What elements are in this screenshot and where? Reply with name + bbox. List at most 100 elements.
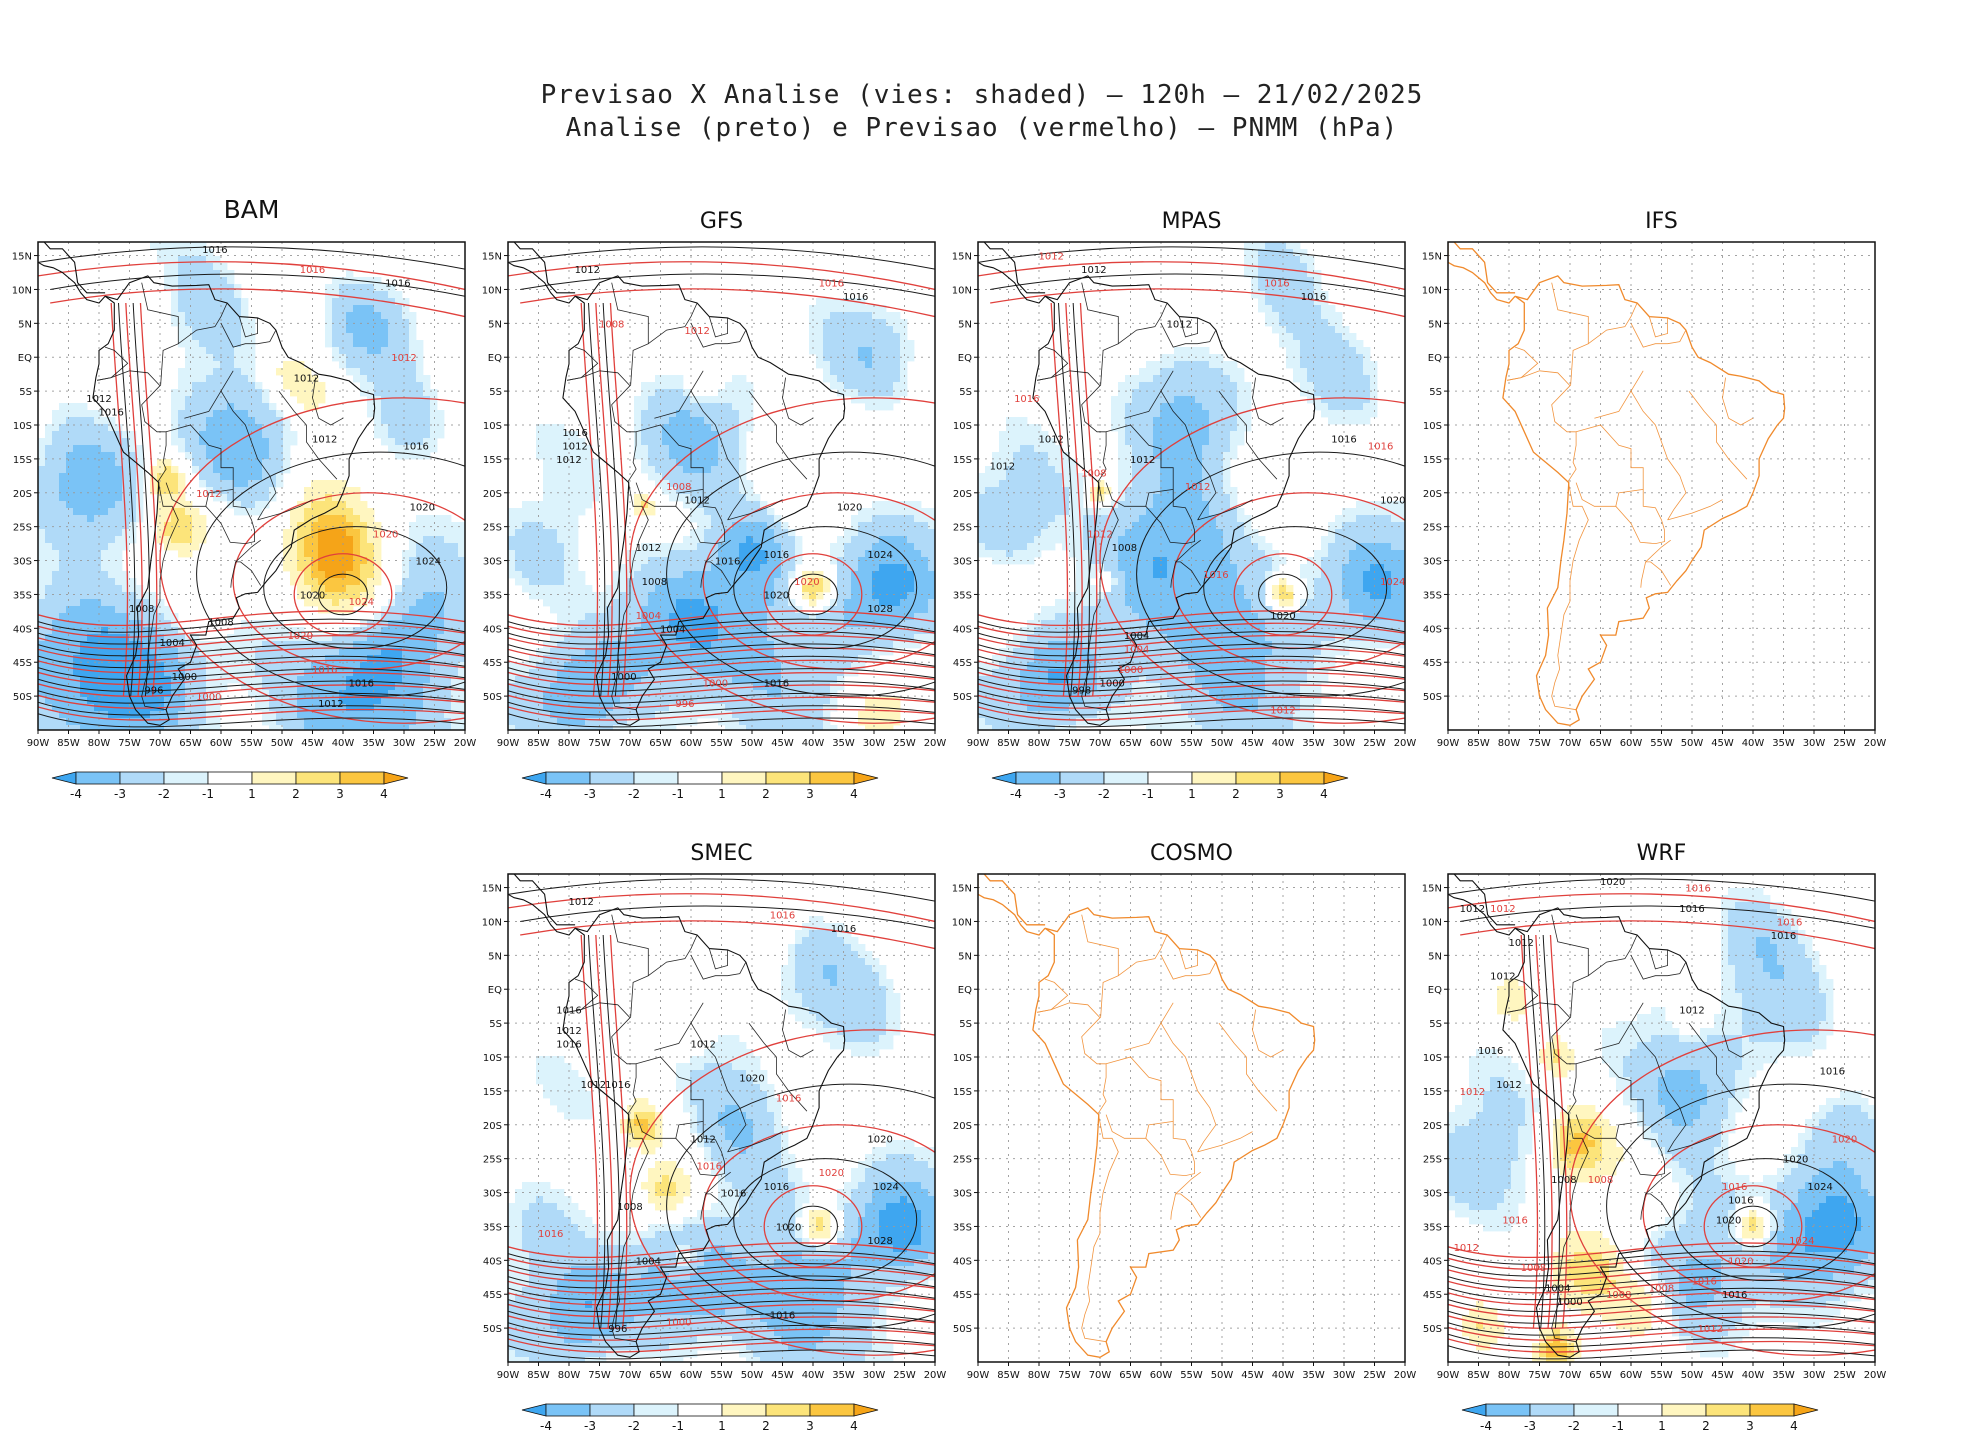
- axes: 90W 85W 80W 75W 70W 65W 60W 55W 50W 45W 40W 35W 30W 2…: [1422, 252, 1887, 749]
- southern-analysis-isobar: [1448, 1250, 1875, 1265]
- colorbar-label: -3: [584, 787, 596, 801]
- colorbar-bin: [809, 771, 855, 785]
- contour-label: 1012: [1454, 1243, 1479, 1254]
- x-tick-label: 60W: [1150, 1370, 1173, 1381]
- colorbar-label: -1: [672, 787, 684, 801]
- andes-isobar: [602, 934, 620, 1329]
- colorbar: -4 -3 -2 -1 1 2 3 4: [521, 771, 879, 801]
- colorbar-bin: [633, 1403, 679, 1417]
- southern-analysis-isobar: [508, 1275, 935, 1289]
- northern-forecast-isobar: [990, 288, 1405, 318]
- y-tick-label: EQ: [958, 353, 972, 364]
- southern-analysis-isobar: [38, 713, 465, 728]
- forecast-isobars: [1448, 893, 1875, 1356]
- andes-isobar: [1528, 934, 1546, 1329]
- andes-isobar: [588, 934, 606, 1329]
- border-line: [1507, 370, 1577, 482]
- andes-isobar: [602, 302, 620, 697]
- y-tick-label: 50S: [13, 692, 32, 703]
- coastline: [508, 874, 846, 1358]
- border-line: [690, 323, 747, 348]
- map-area: 1012101210161016101210161012101210081012…: [978, 242, 1405, 730]
- contour-label: 1028: [867, 1236, 892, 1247]
- southern-forecast-isobar: [508, 671, 935, 686]
- border-line: [1178, 948, 1198, 970]
- contour-label: 1024: [867, 550, 892, 561]
- border-line: [205, 489, 255, 545]
- x-tick-label: 60W: [210, 738, 233, 749]
- x-tick-label: 45W: [771, 1370, 794, 1381]
- axes: 90W 85W 80W 75W 70W 65W 60W 55W 50W 45W 40W 35W 30W 2…: [952, 252, 1417, 749]
- high-pressure-isobar: [159, 397, 465, 724]
- y-tick-label: 30S: [13, 557, 32, 568]
- y-tick-label: 15S: [13, 455, 32, 466]
- southern-analysis-isobar: [1448, 1310, 1875, 1324]
- colorbar-bin: [677, 771, 723, 785]
- andes-isobar: [609, 934, 628, 1329]
- southern-analysis-isobar: [978, 701, 1405, 716]
- contour-label: 1016: [605, 1080, 630, 1091]
- y-tick-label: 15N: [952, 884, 972, 895]
- contour-label: 1008: [642, 577, 667, 588]
- y-tick-label: 15S: [483, 1087, 502, 1098]
- southern-forecast-isobar: [508, 683, 935, 697]
- y-tick-label: 50S: [483, 692, 502, 703]
- y-tick-label: 25S: [1423, 1155, 1442, 1166]
- x-tick-label: 45W: [1711, 738, 1734, 749]
- x-tick-label: 80W: [88, 738, 111, 749]
- central-america-coast: [978, 242, 1046, 304]
- contour-label: 1004: [1124, 631, 1149, 642]
- y-tick-label: 30S: [953, 1189, 972, 1200]
- northern-analysis-isobar: [508, 246, 935, 270]
- coastline: [1448, 874, 1786, 1358]
- contour-label: 1020: [1600, 877, 1625, 888]
- contour-label: 1012: [1185, 482, 1210, 493]
- southern-analysis-isobar: [1448, 1287, 1875, 1301]
- south-america-coast: [1032, 907, 1316, 1358]
- southern-analysis-isobar: [978, 631, 1405, 645]
- analysis-isobars: [38, 246, 465, 728]
- northern-forecast-isobar: [520, 288, 935, 318]
- andes-isobar: [118, 302, 136, 697]
- contour-label: 1020: [776, 1222, 801, 1233]
- x-tick-label: 25W: [893, 1370, 916, 1381]
- high-pressure-isobar: [1569, 1029, 1875, 1356]
- contour-label: 1000: [1099, 679, 1124, 690]
- southern-analysis-isobar: [508, 690, 935, 704]
- border-line: [705, 1171, 731, 1195]
- border-line: [1722, 377, 1754, 426]
- southern-forecast-isobar: [978, 647, 1405, 662]
- border-line: [654, 1002, 704, 1051]
- border-line: [1640, 561, 1672, 588]
- colorbar-bin: [765, 771, 811, 785]
- border-line: [690, 390, 747, 521]
- colorbar-label: -2: [628, 787, 640, 801]
- central-america-coast: [978, 874, 1046, 936]
- southern-analysis-isobar: [978, 667, 1405, 680]
- contour-label: 1000: [666, 1317, 691, 1328]
- colorbar-label: 2: [292, 787, 300, 801]
- southern-analysis-isobar: [508, 1299, 935, 1312]
- y-tick-label: 25S: [953, 523, 972, 534]
- southern-analysis-isobar: [508, 618, 935, 633]
- southern-forecast-isobar: [508, 659, 935, 674]
- northern-analysis-isobar: [990, 273, 1405, 297]
- y-tick-label: 25S: [953, 1155, 972, 1166]
- contour-label: 1008: [1112, 543, 1137, 554]
- border-line: [1722, 1009, 1754, 1058]
- colorbar-bin: [119, 771, 165, 785]
- border-line: [648, 302, 698, 345]
- x-tick-label: 20W: [1394, 1370, 1417, 1381]
- northern-analysis-isobar: [50, 273, 465, 297]
- contour-label: 1016: [538, 1229, 563, 1240]
- contour-label: 1020: [410, 502, 435, 513]
- x-tick-label: 30W: [1803, 738, 1826, 749]
- colorbar-arrow-low: [51, 771, 77, 785]
- contour-label: 1012: [1081, 265, 1106, 276]
- x-tick-label: 75W: [1058, 1370, 1081, 1381]
- contour-label: 1012: [1490, 904, 1515, 915]
- y-tick-label: 10S: [13, 421, 32, 432]
- contour-label: 1004: [636, 1256, 661, 1267]
- x-tick-label: 40W: [802, 738, 825, 749]
- contour-labels: 1012101210161016101210161012101210081012…: [990, 252, 1405, 717]
